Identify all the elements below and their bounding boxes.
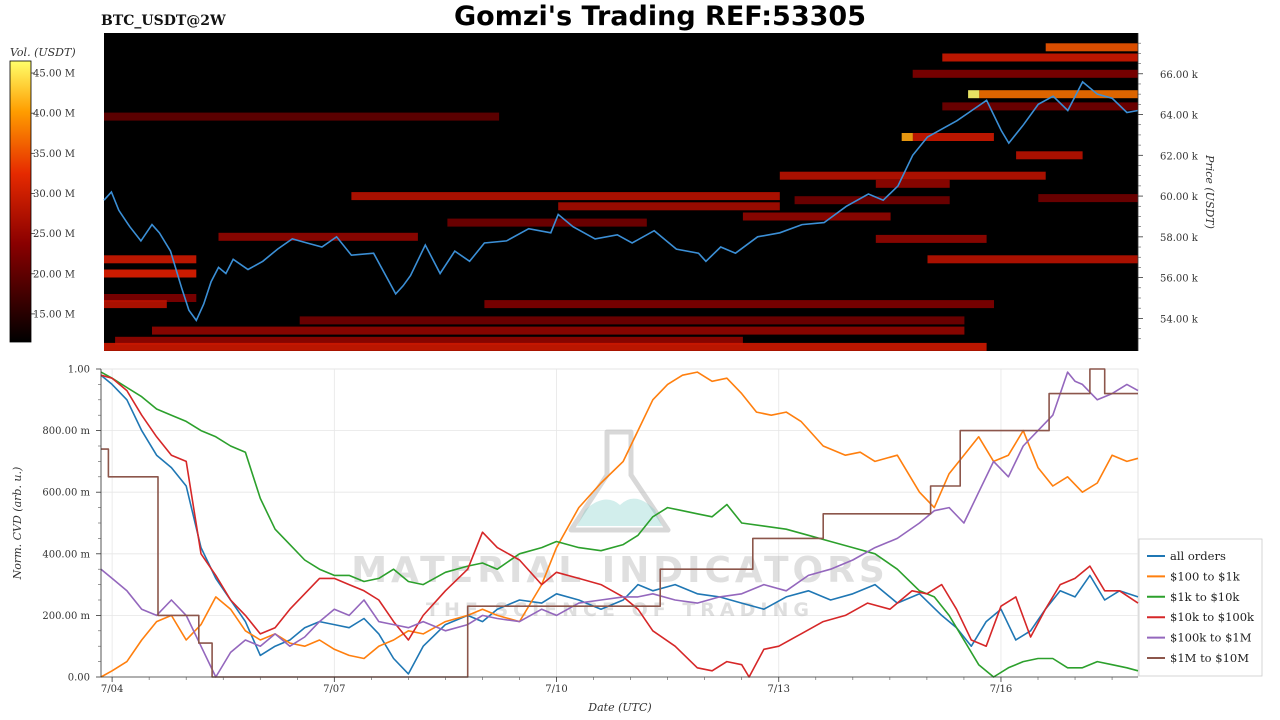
heatmap-band [912,69,1138,78]
cvd-y-tick-label: 0.00 [68,673,90,684]
cvd-x-tick-label: 7/13 [768,684,790,695]
heatmap-band [968,90,980,99]
heatmap-band [104,255,197,264]
heatmap-band [901,133,913,141]
cvd-y-tick-label: 200.00 m [42,611,90,622]
heatmap-background [104,33,1138,351]
colorbar-tick-label: 35.00 M [33,149,75,160]
heatmap-band [875,179,950,188]
colorbar-tick-label: 30.00 M [33,189,75,200]
heatmap-band [104,269,197,278]
cvd-y-tick-label: 600.00 m [42,488,90,499]
price-axis-label: Price (USDT) [1203,154,1216,229]
price-tick-label: 64.00 k [1160,111,1199,122]
symbol-label: BTC_USDT@2W [101,13,226,29]
heatmap-band [1038,194,1138,203]
cvd-series-line [100,374,1139,675]
cvd-y-tick-label: 400.00 m [42,549,90,560]
heatmap-band [104,342,987,351]
cvd-x-tick-label: 7/04 [101,684,123,695]
heatmap-band [912,133,994,141]
cvd-series-line [100,371,1139,678]
heatmap-band [742,212,891,221]
colorbar-tick-label: 25.00 M [33,229,75,240]
heatmap-band [779,171,1046,180]
cvd-y-tick-label: 1.00 [68,365,90,376]
cvd-x-tick-label: 7/10 [545,684,567,695]
colorbar-label: Vol. (USDT) [10,46,76,59]
colorbar: Vol. (USDT) 45.00 M 40.00 M 35.00 M 30.00 M… [9,46,76,343]
heatmap-band [794,196,950,205]
watermark-title: MATERIAL INDICATORS [351,550,889,591]
price-tick-label: 66.00 k [1160,70,1199,81]
heatmap-band [927,255,1138,264]
price-tick-label: 54.00 k [1160,314,1199,325]
heatmap-band [447,218,647,227]
price-tick-label: 58.00 k [1160,233,1199,244]
legend-label: $100 to $1k [1170,569,1241,583]
cvd-series-line [100,374,1139,678]
heatmap-band [1016,151,1083,160]
heatmap-band [218,232,418,241]
heatmap-band [115,336,743,345]
price-line [103,80,1139,322]
heatmap-band [558,202,780,211]
cvd-y-tick-label: 800.00 m [42,426,90,437]
price-tick-label: 62.00 k [1160,151,1199,162]
legend-label: $100k to $1M [1170,631,1252,645]
heatmap-band [484,300,994,309]
cvd-panel: MATERIAL INDICATORS THE SCIENCE OF TRADI… [11,365,1139,714]
heatmap-band [104,300,167,309]
heatmap-band [979,90,1138,99]
colorbar-tick-label: 15.00 M [33,309,75,320]
colorbar-tick-label: 40.00 M [33,109,75,120]
heatmap-band [104,112,500,121]
heatmap-band [1045,43,1138,52]
heatmap-panel: 66.00 k 64.00 k 62.00 k 60.00 k 58.00 k 56.00… [103,33,1216,351]
flask-liquid-icon [577,498,662,526]
cvd-x-axis-label: Date (UTC) [587,701,651,714]
cvd-series-line [100,371,1139,678]
heatmap-band [152,326,965,335]
chart-title: Gomzi's Trading REF:53305 [454,1,866,32]
legend-label: $1k to $10k [1170,590,1240,604]
cvd-x-tick-label: 7/07 [323,684,345,695]
heatmap-band [875,234,987,243]
legend-box [1138,538,1263,677]
heatmap-band [299,316,965,325]
price-tick-label: 56.00 k [1160,274,1199,285]
legend: all orders $100 to $1k $1k to $10k $10k to … [1138,538,1263,677]
heatmap-band [942,102,1138,111]
flask-icon [568,429,671,533]
cvd-y-axis-label: Norm. CVD (arb. u.) [11,467,24,581]
cvd-series-line [101,368,1138,678]
colorbar-tick-label: 45.00 M [33,69,75,80]
legend-label: all orders [1170,549,1226,563]
legend-label: $1M to $10M [1170,651,1249,665]
heatmap-band [942,53,1138,62]
cvd-series-line [100,371,1139,678]
heatmap-band [104,294,197,302]
colorbar-gradient [9,60,32,343]
cvd-x-tick-label: 7/16 [990,684,1012,695]
colorbar-tick-label: 20.00 M [33,269,75,280]
watermark-subtitle: THE SCIENCE OF TRADING [426,599,814,621]
price-tick-label: 60.00 k [1160,192,1199,203]
heatmap-band [351,192,780,201]
legend-label: $10k to $100k [1170,610,1255,624]
